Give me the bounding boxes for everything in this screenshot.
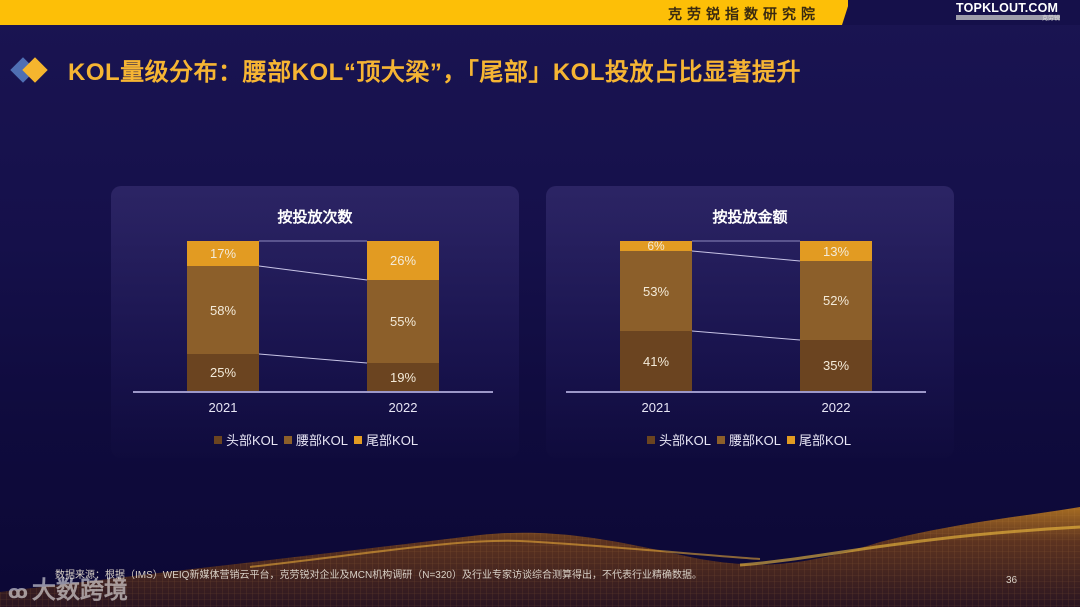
title-row: KOL量级分布：腰部KOL“顶大梁”，「尾部」KOL投放占比显著提升: [10, 52, 801, 87]
brand-name: 克劳锐指数研究院: [668, 6, 820, 22]
legend-item-waist: 腰部KOL: [717, 430, 781, 449]
segment-head: 35%: [800, 340, 872, 391]
segment-waist: 58%: [187, 266, 259, 354]
segment-waist: 52%: [800, 261, 872, 340]
logo-tagline: [956, 15, 1060, 20]
segment-waist: 53%: [620, 251, 692, 331]
logo-sub: 克劳锐: [1042, 16, 1061, 22]
segment-tail: 26%: [367, 241, 439, 280]
segment-tail: 17%: [187, 241, 259, 266]
page-number: 36: [1006, 575, 1018, 586]
legend-item-head: 头部KOL: [647, 430, 711, 449]
page-title: KOL量级分布：腰部KOL“顶大梁”，「尾部」KOL投放占比显著提升: [68, 59, 801, 86]
x-axis: [133, 391, 493, 393]
x-axis: [566, 391, 926, 393]
watermark-logo-icon: ꝏ: [8, 582, 28, 602]
terrain-decoration: [0, 507, 1080, 607]
x-label-2022: 2022: [821, 400, 851, 415]
legend: 头部KOL 腰部KOL 尾部KOL: [214, 430, 418, 449]
legend-item-tail: 尾部KOL: [787, 430, 851, 449]
bar-2021: 17% 58% 25%: [187, 241, 259, 391]
segment-head: 25%: [187, 354, 259, 391]
x-label-2022: 2022: [388, 400, 418, 415]
legend-item-tail: 尾部KOL: [354, 430, 418, 449]
x-label-2021: 2021: [641, 400, 671, 415]
legend-item-head: 头部KOL: [214, 430, 278, 449]
chart-title: 按投放金额: [712, 209, 788, 226]
segment-head: 41%: [620, 331, 692, 391]
watermark: ꝏ 大数跨境: [8, 577, 128, 604]
legend: 头部KOL 腰部KOL 尾部KOL: [647, 430, 851, 449]
chart-card-frequency: 按投放次数 17% 58% 25% 26% 55% 19% 2021 2022 …: [111, 186, 519, 458]
logo-area: [848, 0, 1080, 25]
chart-title: 按投放次数: [277, 209, 353, 226]
bar-2022: 13% 52% 35%: [800, 241, 872, 391]
chart-card-amount: 按投放金额 6% 53% 41% 13% 52% 35% 2021 2022 头…: [546, 186, 954, 458]
segment-tail: 13%: [800, 241, 872, 261]
diamond-icon: [10, 55, 54, 85]
x-label-2021: 2021: [208, 400, 238, 415]
segment-head: 19%: [367, 363, 439, 391]
bar-2021: 6% 53% 41%: [620, 239, 692, 391]
legend-item-waist: 腰部KOL: [284, 430, 348, 449]
topklout-logo: TOPKLOUT.COM: [956, 1, 1059, 15]
segment-tail: 6%: [620, 239, 692, 253]
top-banner: 克劳锐指数研究院 TOPKLOUT.COM 克劳锐: [0, 0, 1080, 25]
segment-waist: 55%: [367, 280, 439, 363]
source-footnote: 数据来源：根据（IMS）WEIQ新媒体营销云平台，克劳锐对企业及MCN机构调研（…: [55, 570, 702, 581]
bar-2022: 26% 55% 19%: [367, 241, 439, 391]
